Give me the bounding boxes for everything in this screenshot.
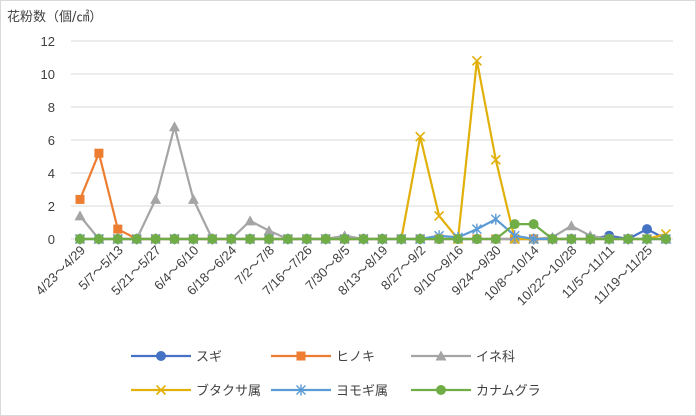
series-point	[377, 234, 388, 244]
y-tick-label: 8	[48, 100, 55, 115]
series-line	[78, 152, 666, 241]
legend-item: ヒノキ	[271, 350, 375, 365]
gridlines	[71, 40, 673, 240]
series-line	[80, 228, 667, 241]
series-point	[358, 234, 369, 244]
y-tick-label: 6	[48, 133, 55, 148]
series-point	[471, 55, 482, 66]
x-tick-label: 4/23～4/29	[33, 243, 89, 299]
series-point	[320, 234, 331, 244]
series-point	[642, 234, 652, 244]
series-point	[528, 219, 539, 230]
series-point	[339, 234, 350, 244]
series-point	[565, 220, 577, 231]
series-point	[471, 234, 482, 244]
legend-label: スギ	[196, 350, 222, 365]
legend-label: ヒノキ	[336, 350, 375, 365]
series-point	[155, 384, 167, 396]
series-ブタクサ属	[74, 55, 671, 245]
legend-item: ブタクサ属	[131, 383, 261, 399]
y-tick-labels: 0 2 4 6 8 10 12	[41, 34, 55, 247]
legend-label: カナムグラ	[476, 384, 541, 399]
series-point	[585, 234, 596, 244]
series-point	[436, 385, 446, 395]
series-カナムグラ	[75, 219, 671, 244]
series-point	[509, 219, 520, 230]
series-point	[490, 154, 501, 165]
series-point	[113, 224, 123, 234]
series-point	[604, 234, 615, 244]
series-point	[187, 193, 199, 204]
series-point	[396, 234, 407, 244]
y-tick-label: 12	[41, 34, 55, 49]
series-point	[245, 234, 256, 244]
series-point	[301, 234, 312, 244]
series-point	[156, 351, 166, 361]
series-point	[94, 148, 104, 158]
series-point	[660, 234, 671, 244]
series-point	[244, 215, 256, 226]
series-point	[415, 131, 426, 142]
series-point	[490, 234, 501, 244]
series-point	[207, 234, 218, 244]
series-point	[434, 210, 445, 221]
series-point	[471, 223, 482, 235]
legend-item: カナムグラ	[411, 384, 541, 399]
series-point	[296, 351, 306, 361]
y-axis-title: 花粉数（個/㎠）	[7, 9, 102, 25]
series-point	[264, 234, 274, 244]
series-point	[435, 350, 447, 361]
legend-label: ブタクサ属	[196, 383, 261, 399]
series-point	[75, 234, 85, 244]
series-point	[509, 230, 520, 242]
legend-label: イネ科	[476, 350, 515, 365]
y-tick-label: 4	[48, 166, 55, 181]
y-tick-label: 2	[48, 199, 55, 214]
series-lines	[74, 55, 672, 245]
series-point	[434, 234, 445, 244]
series-point	[490, 213, 501, 225]
legend-label: ヨモギ属	[336, 384, 388, 399]
series-point	[150, 193, 162, 204]
series-point	[528, 233, 539, 245]
series-point	[415, 234, 426, 244]
series-point	[93, 234, 104, 244]
series-point	[642, 224, 652, 235]
series-point	[547, 234, 558, 244]
series-point	[263, 225, 275, 236]
series-point	[131, 234, 142, 244]
series-point	[188, 234, 199, 244]
series-point	[623, 234, 634, 244]
y-tick-label: 0	[48, 232, 55, 247]
series-point	[566, 234, 577, 244]
series-point	[453, 234, 463, 244]
series-point	[112, 234, 123, 244]
series-point	[150, 234, 161, 244]
series-line	[79, 125, 666, 241]
y-tick-label: 10	[41, 67, 55, 82]
legend-item: イネ科	[411, 350, 515, 365]
series-point	[74, 210, 86, 221]
series-point	[169, 234, 180, 244]
series-point	[296, 384, 306, 396]
x-tick-labels: 4/23～4/295/7～5/135/21～5/276/4～6/106/18～6…	[33, 243, 656, 309]
series-point	[226, 234, 237, 244]
series-line	[80, 223, 666, 241]
series-point	[282, 234, 293, 244]
legend-item: ヨモギ属	[271, 384, 388, 399]
series-スギ	[75, 224, 671, 244]
series-point	[169, 121, 180, 132]
series-point	[75, 194, 85, 204]
legend-item: スギ	[131, 350, 222, 365]
